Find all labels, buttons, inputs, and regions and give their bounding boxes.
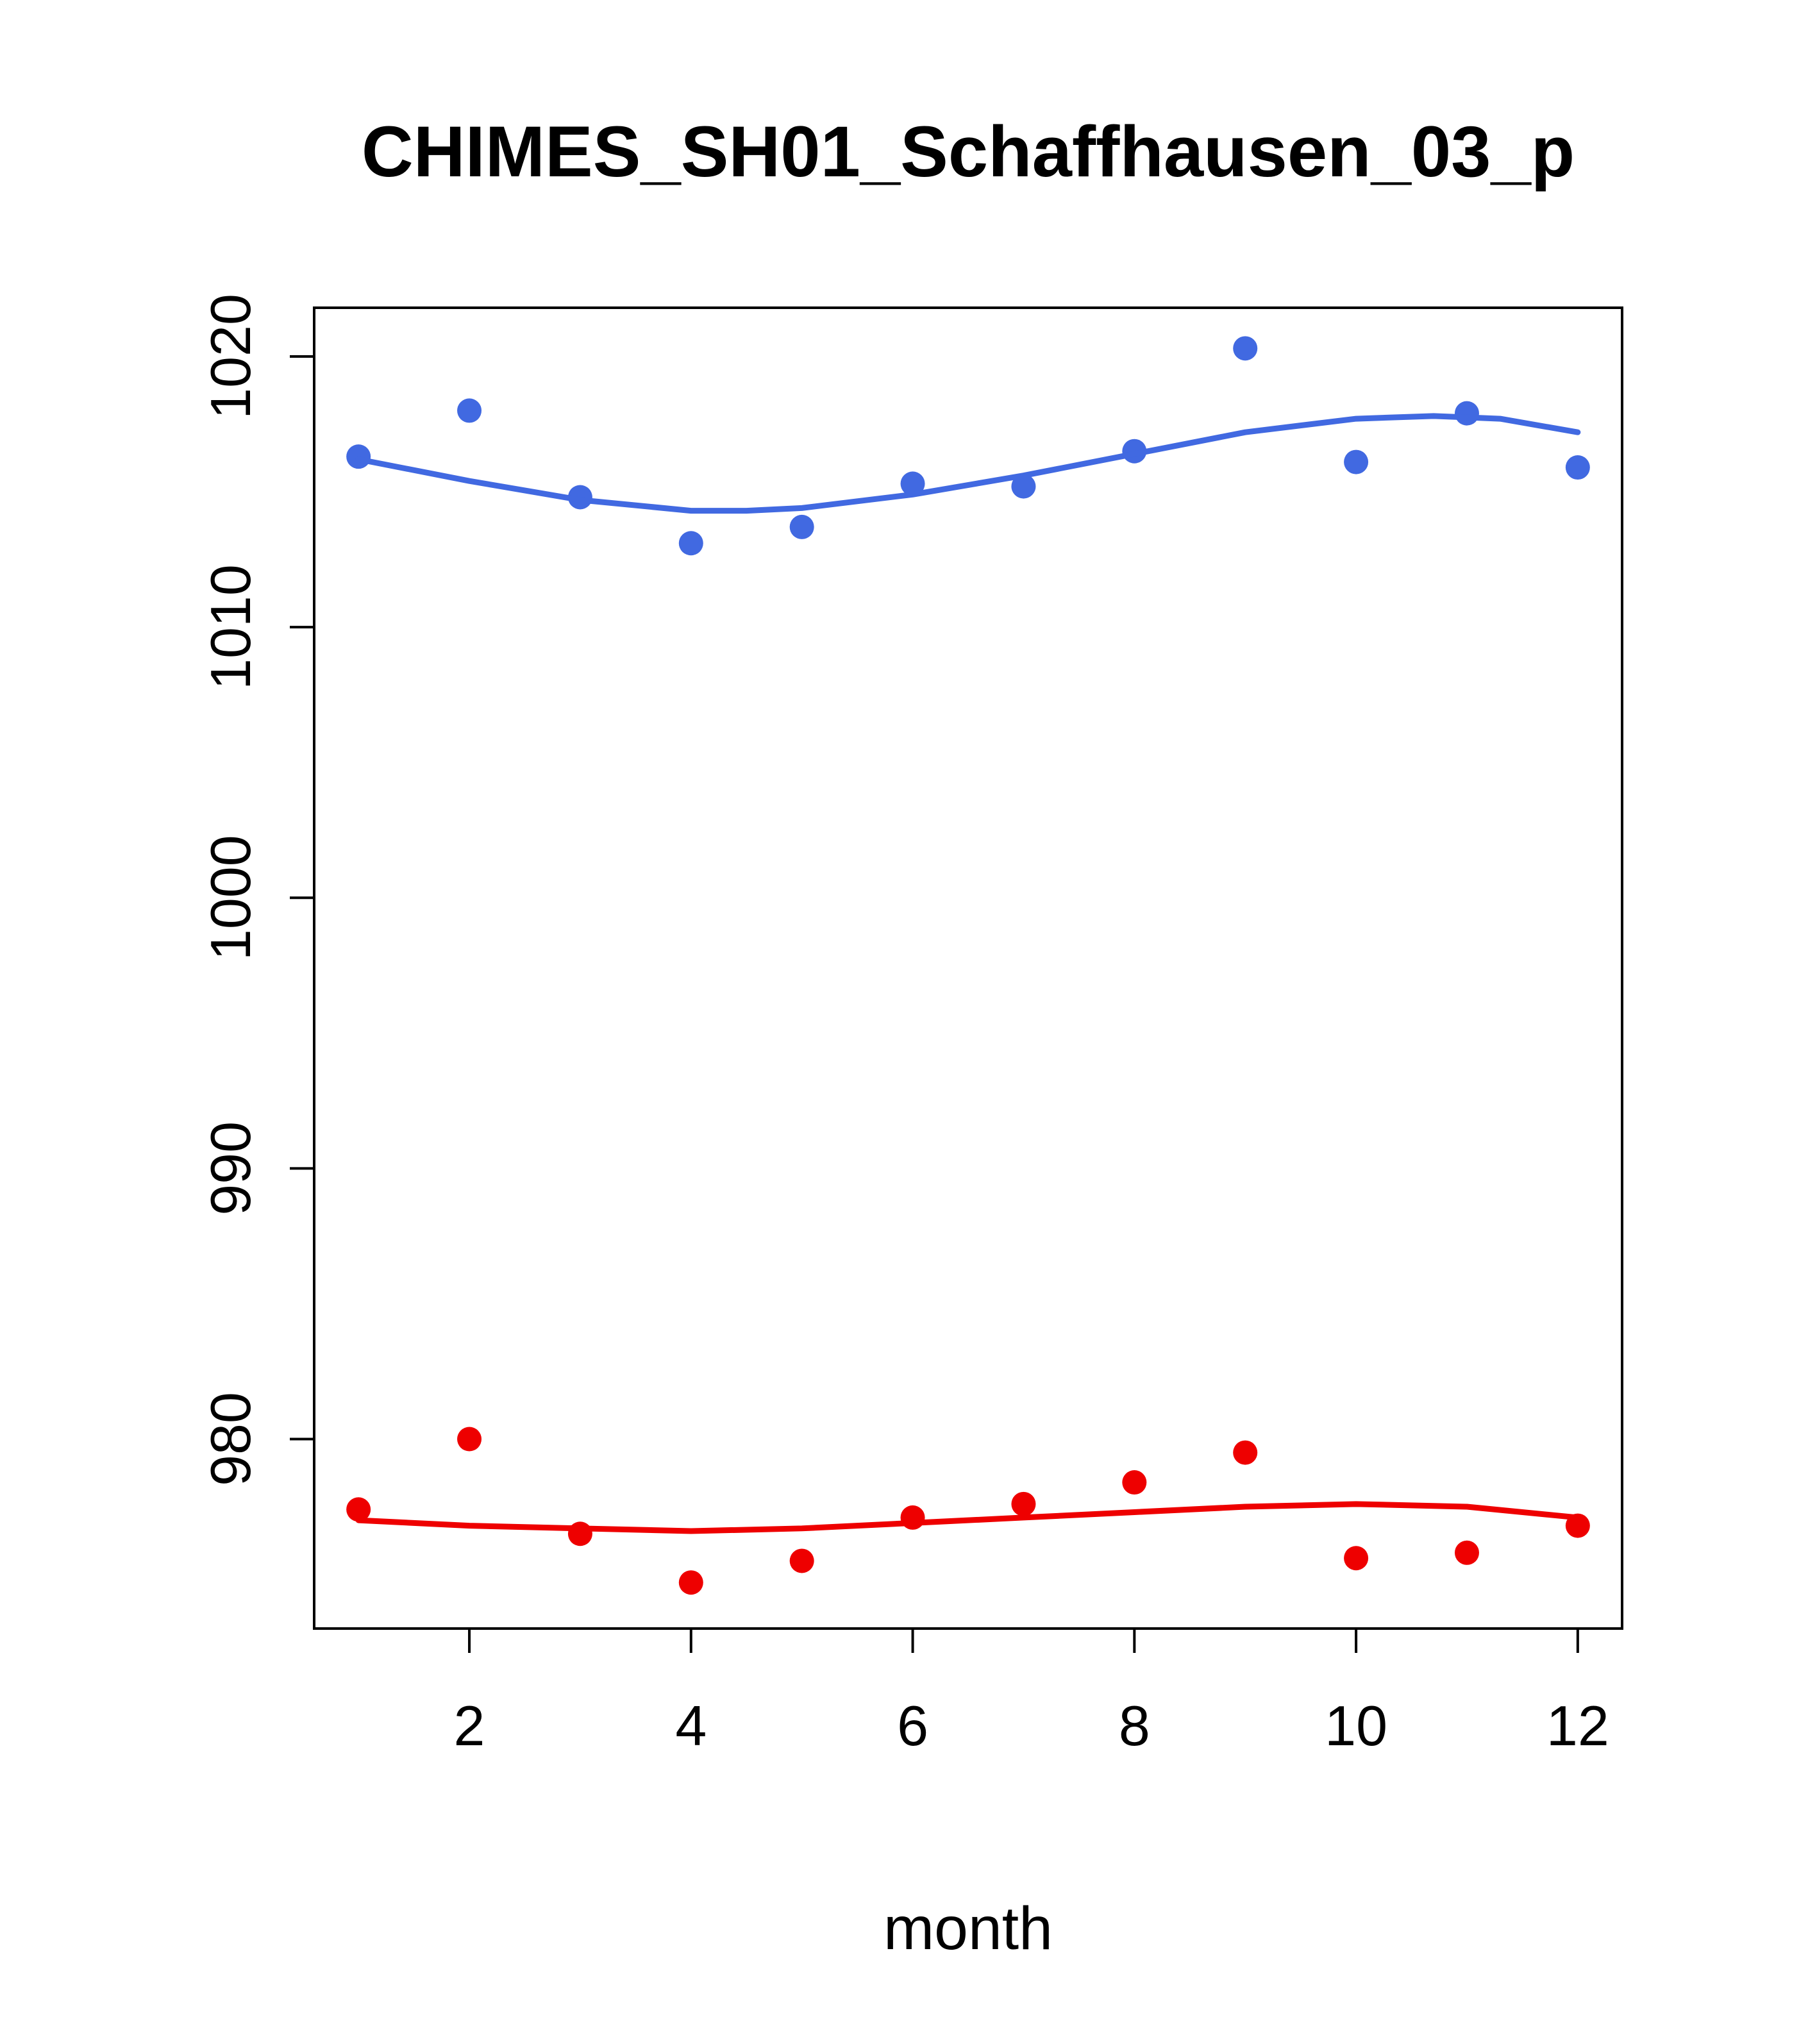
y-tick-label: 980: [199, 1392, 262, 1486]
upper-series-point: [1565, 455, 1590, 480]
upper-series-smooth-line: [355, 413, 1581, 514]
upper-series-point: [900, 471, 925, 496]
upper-series-point: [457, 398, 482, 423]
lower-series-point: [789, 1548, 814, 1573]
data-series: [346, 336, 1590, 1595]
chart-title: CHIMES_SH01_Schaffhausen_03_p: [362, 112, 1575, 192]
x-tick-label: 4: [675, 1694, 707, 1757]
lower-series-point: [1233, 1440, 1258, 1465]
x-tick-label: 6: [897, 1694, 928, 1757]
upper-series-point: [789, 514, 814, 539]
x-tick-label: 2: [454, 1694, 485, 1757]
x-tick-label: 12: [1546, 1694, 1609, 1757]
lower-series-smooth-line: [355, 1501, 1581, 1534]
lower-series-point: [1454, 1540, 1479, 1565]
upper-series-point: [1011, 474, 1036, 499]
upper-series-point: [1454, 401, 1479, 426]
lower-series-point: [346, 1497, 371, 1522]
lower-series-point: [457, 1427, 482, 1452]
upper-series-point: [678, 531, 703, 556]
lower-series-point: [1122, 1470, 1147, 1495]
upper-series-point: [1233, 336, 1258, 361]
lower-series-point: [567, 1521, 592, 1546]
axes: 2 4 6 8 10 12 980 990 1000 1010 1020: [199, 294, 1623, 1757]
upper-series-point: [1344, 449, 1369, 474]
lower-series-point: [1011, 1491, 1036, 1516]
plot-box: [313, 306, 1623, 1630]
x-tick-label: 8: [1119, 1694, 1150, 1757]
lower-series-point: [1344, 1546, 1369, 1571]
y-tick-label: 990: [199, 1121, 262, 1216]
y-tick-label: 1010: [199, 564, 262, 690]
x-tick-label: 10: [1325, 1694, 1387, 1757]
x-axis-label: month: [883, 1895, 1053, 1963]
lower-series-point: [678, 1570, 703, 1595]
y-tick-label: 1020: [199, 294, 262, 419]
y-tick-label: 1000: [199, 835, 262, 960]
